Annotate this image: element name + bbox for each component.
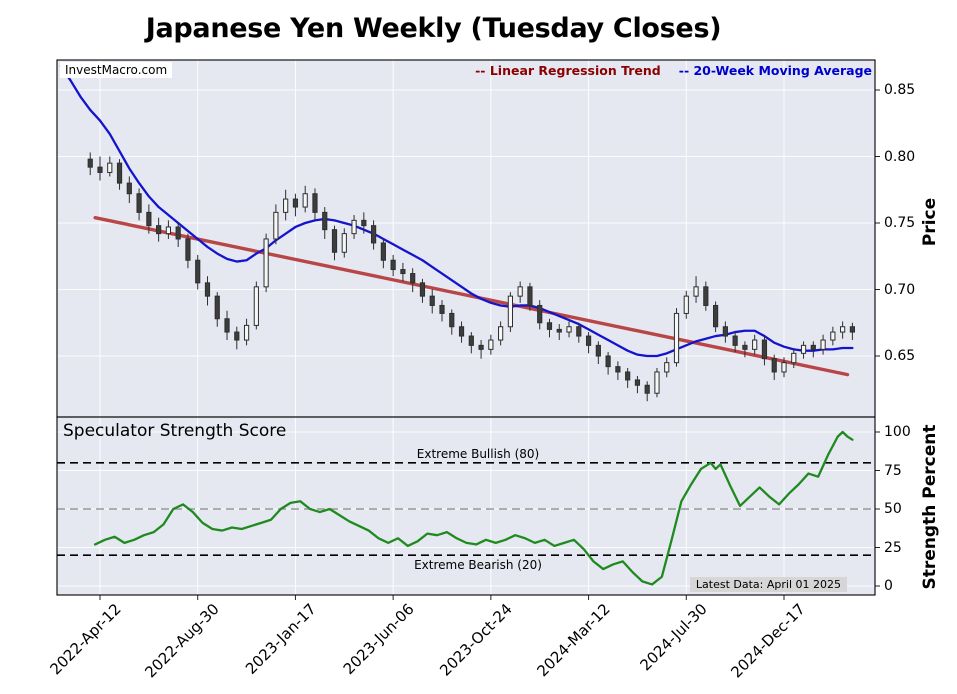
price-axis-label: Price — [920, 197, 940, 247]
price-tick-label: 0.75 — [884, 215, 916, 231]
page-title: Japanese Yen Weekly (Tuesday Closes) — [145, 13, 722, 44]
price-tick-label: 0.65 — [884, 348, 916, 364]
price-panel — [57, 60, 875, 417]
price-tick-label: 0.70 — [884, 281, 916, 298]
strength-tick-label: 50 — [884, 501, 902, 517]
strength-tick-label: 75 — [884, 462, 902, 479]
x-tick-label: 2022-Apr-12 — [46, 600, 125, 679]
strength-tick-label: 25 — [884, 539, 902, 556]
legend-regression-label: -- Linear Regression Trend — [475, 63, 661, 78]
extreme-bullish-label: Extreme Bullish (80) — [416, 447, 540, 461]
price-tick-label: 0.85 — [884, 82, 916, 98]
strength-tick-label: 100 — [884, 424, 911, 440]
legend: -- Linear Regression Trend -- 20-Week Mo… — [0, 63, 872, 78]
strength-tick-label: 0 — [884, 578, 893, 594]
price-tick-label: 0.80 — [884, 148, 916, 165]
strength-axis-label: Strength Percent — [920, 424, 940, 590]
latest-data-badge: Latest Data: April 01 2025 — [689, 577, 847, 592]
legend-ma-label: -- 20-Week Moving Average — [678, 63, 872, 78]
strength-panel-title: Speculator Strength Score — [63, 421, 287, 441]
extreme-bearish-label: Extreme Bearish (20) — [414, 558, 542, 572]
